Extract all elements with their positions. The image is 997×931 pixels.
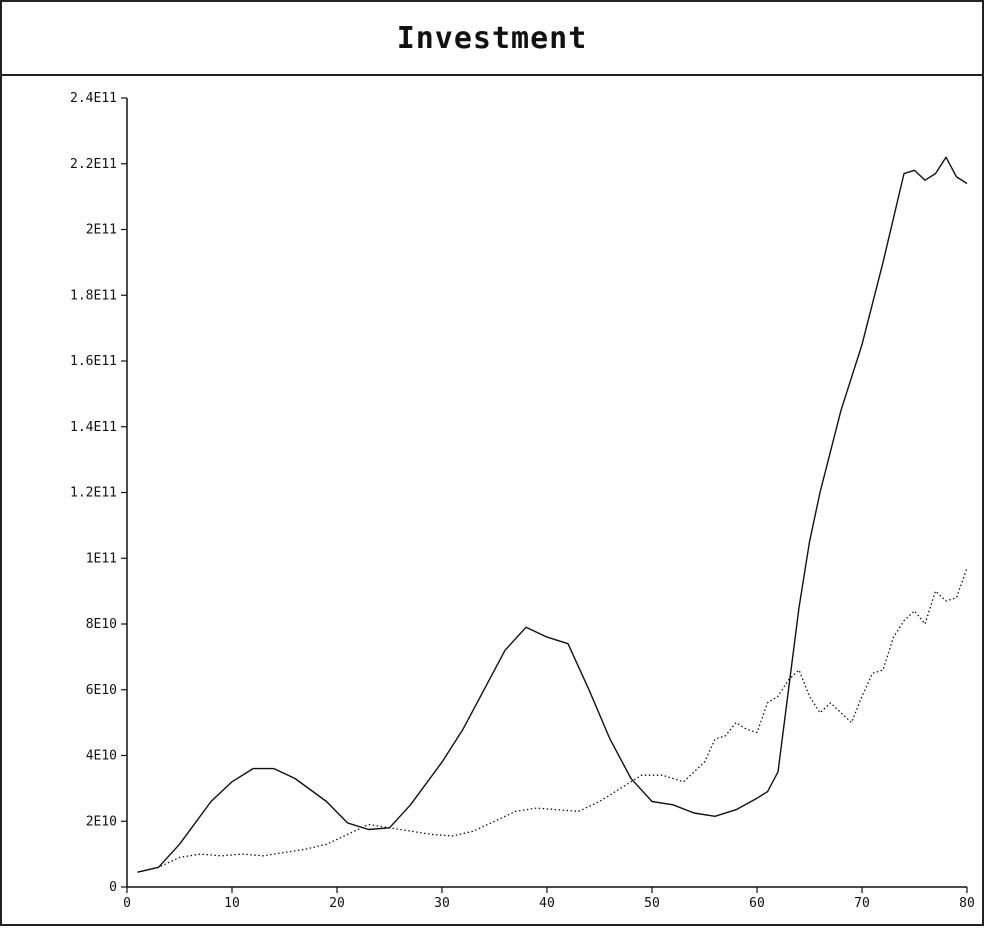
x-tick-label: 40 xyxy=(539,896,555,911)
series-dotted-line xyxy=(137,567,968,873)
chart-title: Investment xyxy=(396,20,588,56)
y-tick-label: 1.4E11 xyxy=(70,420,117,435)
x-tick-label: 70 xyxy=(854,896,870,911)
series-solid-line xyxy=(137,156,968,873)
y-tick-label: 4E10 xyxy=(86,749,117,764)
x-tick-label: 30 xyxy=(434,896,450,911)
y-tick-label: 1E11 xyxy=(86,551,117,566)
y-tick-label: 1.8E11 xyxy=(70,288,117,303)
x-tick-label: 10 xyxy=(224,896,240,911)
x-tick-label: 20 xyxy=(329,896,345,911)
y-tick-label: 1.2E11 xyxy=(70,486,117,501)
y-tick-label: 2.2E11 xyxy=(70,157,117,172)
y-tick-label: 0 xyxy=(109,880,117,895)
chart-title-bar: Investment xyxy=(2,2,982,76)
y-tick-label: 2E10 xyxy=(86,814,117,829)
y-tick-label: 1.6E11 xyxy=(70,354,117,369)
y-tick-label: 6E10 xyxy=(86,683,117,698)
y-tick-label: 2.4E11 xyxy=(70,91,117,106)
x-tick-label: 60 xyxy=(749,896,765,911)
x-tick-label: 50 xyxy=(644,896,660,911)
y-tick-label: 2E11 xyxy=(86,223,117,238)
x-tick-label: 0 xyxy=(123,896,131,911)
x-tick-label: 80 xyxy=(959,896,975,911)
y-tick-label: 8E10 xyxy=(86,617,117,632)
